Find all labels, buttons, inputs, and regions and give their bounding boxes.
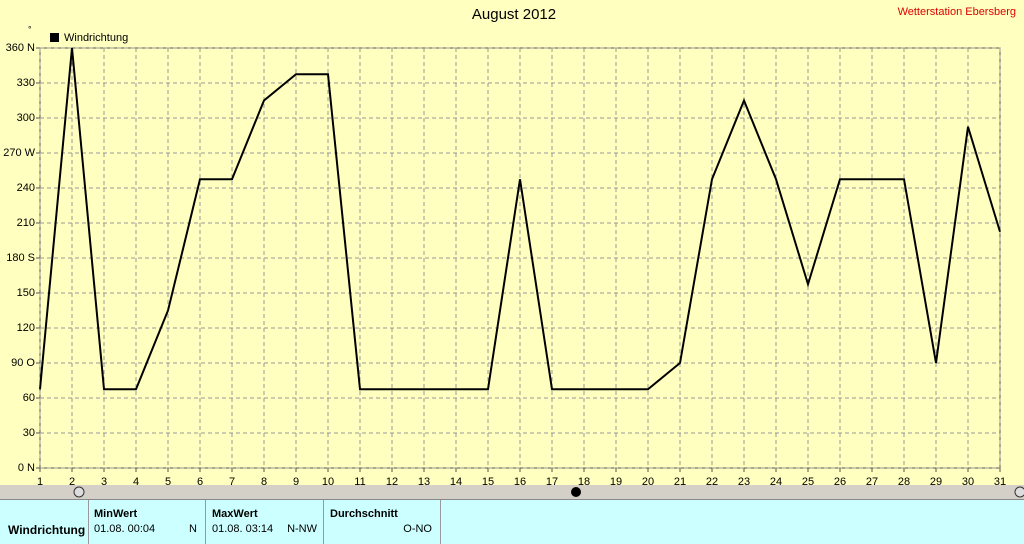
x-tick-label: 21: [674, 476, 686, 488]
y-tick-label: 360 N: [6, 42, 35, 54]
value: O-NO: [403, 523, 432, 535]
x-tick-label: 29: [930, 476, 942, 488]
header: MaxWert: [212, 508, 258, 520]
summary-panel: Windrichtung MinWert 01.08. 00:04 N MaxW…: [0, 499, 1024, 544]
x-tick-label: 16: [514, 476, 526, 488]
time: 01.08. 00:04: [94, 523, 156, 535]
value: N: [189, 523, 197, 535]
y-tick-label: 90 O: [11, 357, 35, 369]
x-tick-label: 8: [261, 476, 267, 488]
x-tick-label: 22: [706, 476, 718, 488]
x-tick-label: 27: [866, 476, 878, 488]
x-tick-label: 10: [322, 476, 334, 488]
x-tick-label: 13: [418, 476, 430, 488]
x-tick-label: 9: [293, 476, 299, 488]
x-tick-label: 4: [133, 476, 139, 488]
x-tick-label: 11: [354, 476, 365, 488]
x-tick-label: 12: [386, 476, 398, 488]
y-tick-label: 60: [23, 392, 35, 404]
y-tick-label: 30: [23, 427, 35, 439]
cell: Durchschnitt O-NO: [324, 500, 441, 544]
x-tick-label: 24: [770, 476, 782, 488]
chart-title: August 2012: [472, 6, 556, 23]
x-tick-label: 2: [69, 476, 75, 488]
x-tick-label: 25: [802, 476, 814, 488]
x-tick-label: 5: [165, 476, 171, 488]
row-label: Windrichtung: [8, 523, 86, 537]
value: N-NW: [287, 523, 317, 535]
x-tick-label: 15: [482, 476, 494, 488]
header: Durchschnitt: [330, 508, 398, 520]
chart: August 2012 Wetterstation Ebersberg ° 0 …: [0, 6, 1024, 499]
y-tick-label: 330: [17, 77, 35, 89]
scroll-knob[interactable]: [73, 486, 85, 498]
y-tick-label: 300: [17, 112, 35, 124]
scroll-knob[interactable]: [1014, 486, 1024, 498]
x-tick-label: 30: [962, 476, 974, 488]
y-tick-label: 240: [17, 182, 35, 194]
y-tick-label: 150: [17, 287, 35, 299]
x-tick-label: 23: [738, 476, 750, 488]
cell: MinWert 01.08. 00:04 N: [89, 500, 206, 544]
data-line: [39, 47, 1001, 391]
y-tick-label: 180 S: [6, 252, 35, 264]
station-label: Wetterstation Ebersberg: [898, 6, 1016, 18]
header: MinWert: [94, 508, 138, 520]
scroll-strip: [0, 485, 1024, 499]
row-cell: Windrichtung: [0, 500, 89, 544]
x-tick-label: 20: [642, 476, 654, 488]
x-tick-label: 28: [898, 476, 910, 488]
x-tick-label: 7: [229, 476, 235, 488]
x-tick-label: 3: [101, 476, 107, 488]
x-tick-label: 17: [546, 476, 558, 488]
y-tick-label: 120: [17, 322, 35, 334]
y-tick-label: 0 N: [18, 462, 35, 474]
legend-label: Windrichtung: [64, 32, 128, 44]
x-tick-label: 6: [197, 476, 203, 488]
x-tick-label: 26: [834, 476, 846, 488]
cell: MaxWert 01.08. 03:14 N-NW: [206, 500, 324, 544]
legend-swatch: [50, 33, 59, 42]
x-tick-label: 31: [994, 476, 1006, 488]
y-tick-label: 270 W: [3, 147, 35, 159]
x-tick-label: 14: [450, 476, 462, 488]
scroll-knob[interactable]: [571, 487, 581, 497]
x-tick-label: 18: [578, 476, 590, 488]
y-unit: °: [28, 24, 32, 34]
x-tick-label: 1: [37, 476, 43, 488]
time: 01.08. 03:14: [212, 523, 274, 535]
x-tick-label: 19: [610, 476, 622, 488]
y-tick-label: 210: [17, 217, 35, 229]
